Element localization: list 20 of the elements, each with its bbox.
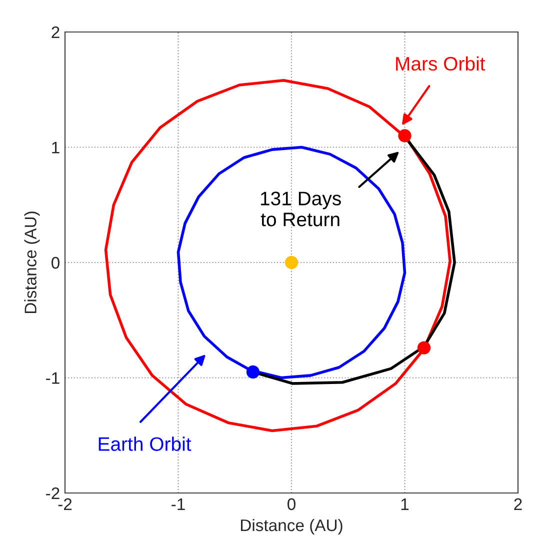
x-tick-label: -1 [172,498,185,510]
point [284,256,298,270]
y-tick-label: 0 [52,256,60,269]
point [417,341,431,354]
line-series [176,146,406,380]
y-tick-label: -2 [46,487,60,500]
x-axis-title: Distance (AU) [241,518,342,534]
x-tick-label: 1 [401,498,409,510]
y-axis-title: Distance (AU) [24,212,40,313]
annotation: Earth Orbit [98,436,192,451]
y-tick-label: 2 [52,26,60,38]
y-tick-label: 1 [52,142,60,154]
annotation: Mars Orbit [396,56,486,71]
x-tick-label: 2 [514,498,522,510]
y-tick-label: -1 [46,372,60,384]
x-tick-label: 0 [288,498,296,510]
point [398,129,412,142]
point [246,365,260,379]
line-series [104,79,452,432]
annotation: 131 Days to Return [260,192,341,226]
